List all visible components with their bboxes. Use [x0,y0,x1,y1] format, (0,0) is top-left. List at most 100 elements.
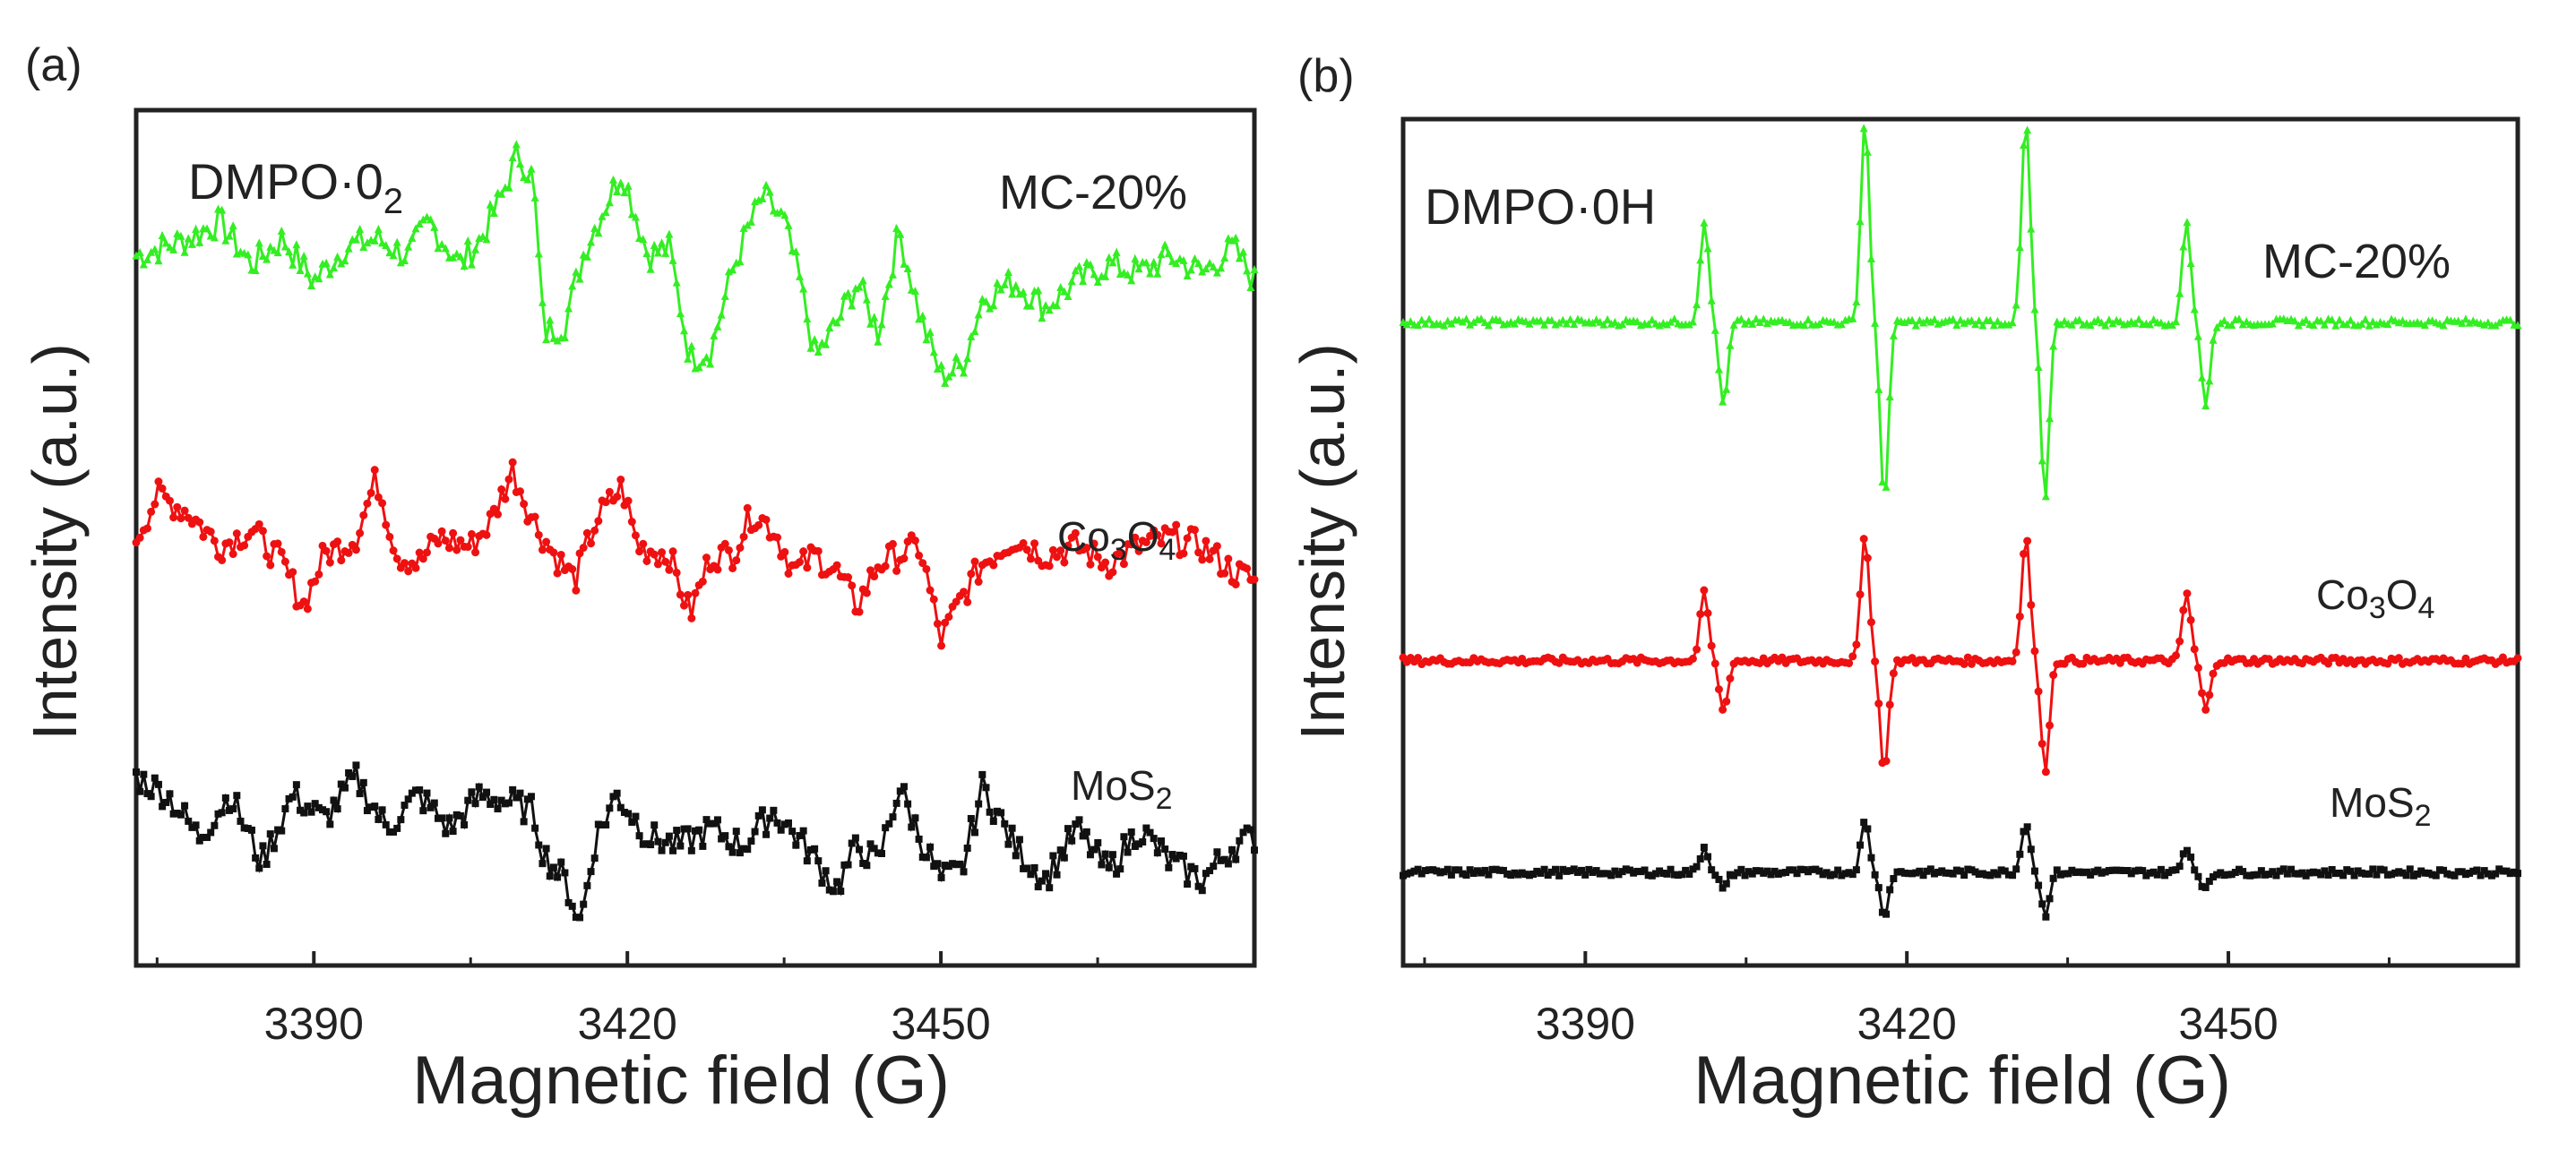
data-point [818,879,826,887]
data-point [207,828,215,837]
data-point [2001,867,2009,875]
data-point [2205,691,2214,699]
data-point [393,824,401,832]
data-point [627,210,636,219]
data-point [2205,376,2214,385]
data-point [780,547,789,556]
data-point [926,327,935,336]
data-point [501,494,510,503]
data-point [2115,317,2124,326]
data-point [941,378,950,387]
data-point [996,285,1005,294]
data-point [2150,315,2158,324]
data-point [501,800,509,808]
data-point [2008,657,2017,665]
data-point [1056,846,1064,854]
data-point [922,335,931,344]
data-point [2205,877,2213,885]
data-point [2213,871,2221,879]
data-point [1997,866,2005,874]
data-point [2153,871,2161,879]
data-point [1630,869,1638,877]
data-point [599,821,606,829]
data-point [1187,862,1195,871]
data-point [1930,314,1939,323]
data-point [482,530,491,539]
data-point [389,546,398,555]
data-point [2465,318,2474,327]
data-point [1421,867,1429,875]
data-point [856,845,864,854]
data-point [553,569,562,578]
data-point [1503,870,1512,878]
data-point [2190,645,2199,654]
data-point [173,810,181,818]
data-point [2015,243,2024,252]
data-point [1852,866,1860,874]
data-point [404,795,412,803]
data-point [967,331,976,340]
data-point [833,878,841,886]
data-point [2447,871,2455,879]
data-point [608,175,617,184]
data-point [1719,397,1727,406]
data-point [1737,865,1745,873]
data-point [1857,841,1865,849]
data-point [1030,863,1038,871]
data-point [1521,871,1529,879]
data-point [1882,910,1891,918]
data-point [2101,868,2109,876]
data-point [277,547,286,556]
data-point [1714,685,1723,694]
data-point [1882,757,1891,766]
data-point [1179,549,1188,558]
data-point [531,824,539,832]
data-point [1012,852,1020,860]
data-point [452,545,461,554]
data-point [1604,870,1612,878]
data-point [684,354,693,363]
data-point [699,842,707,850]
data-point [1407,869,1415,877]
data-point [289,568,297,577]
data-point [303,605,312,614]
data-point [766,814,774,822]
data-point [632,812,640,820]
data-point [154,477,163,486]
data-point [695,826,703,834]
data-point [687,614,696,622]
data-point [582,528,591,537]
data-point [568,902,576,910]
panel-b-label-mc20: MC-20% [2262,235,2451,288]
data-point [665,565,674,574]
data-point [1030,539,1039,548]
data-point [1760,869,1768,877]
data-point [1815,867,1823,875]
data-point [1837,320,1846,329]
data-point [1443,316,1452,325]
data-point [594,820,602,828]
data-point [456,252,465,261]
data-point [504,475,513,484]
data-point [1838,871,1846,880]
data-point [1153,269,1162,278]
data-point [1026,554,1035,563]
data-point [680,825,688,833]
data-point [2030,305,2039,313]
data-point [2012,648,2020,657]
data-point [1250,575,1259,584]
data-point [1142,258,1150,267]
data-point [1127,540,1136,549]
data-point [1762,319,1771,328]
data-point [463,236,472,245]
data-point [1228,236,1236,245]
data-point [2428,871,2436,879]
data-point [199,532,208,541]
data-point [2335,869,2343,877]
data-point [1139,838,1147,846]
data-point [422,212,431,221]
panel-b-label-mos2: MoS2 [2330,779,2432,833]
data-point [1871,657,1880,666]
data-point [1507,871,1515,880]
data-point [322,258,331,267]
